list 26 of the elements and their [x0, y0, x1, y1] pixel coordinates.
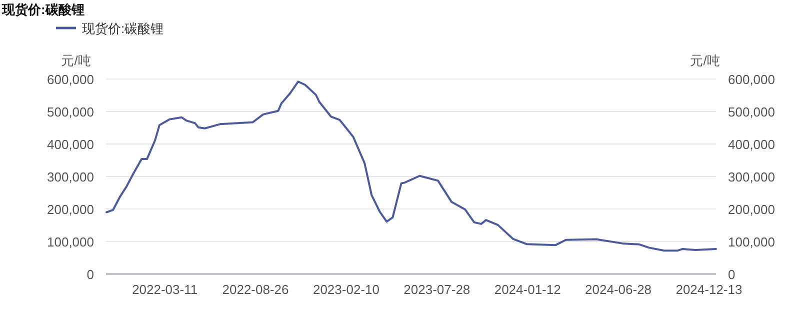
y2-tick-label: 300,000 — [728, 170, 775, 184]
y-tick-label: 400,000 — [47, 137, 94, 152]
y2-tick-label: 400,000 — [728, 137, 775, 152]
y2-tick-label: 200,000 — [728, 202, 775, 217]
y-tick-label: 0 — [86, 267, 94, 282]
y-axis-title: 元/吨 — [61, 53, 91, 68]
y2-tick-label: 0 — [728, 267, 736, 282]
y-tick-label: 500,000 — [47, 104, 94, 120]
y2-tick-label: 100,000 — [728, 234, 775, 250]
legend-label: 现货价:碳酸锂 — [82, 21, 164, 36]
x-tick-label: 2024-12-13 — [676, 282, 742, 297]
y2-tick-label: 500,000 — [728, 104, 775, 120]
x-tick-label: 2024-01-12 — [494, 282, 561, 297]
chart-title: 现货价:碳酸锂 — [1, 2, 84, 17]
y-tick-label: 200,000 — [47, 202, 94, 217]
x-tick-label: 2022-03-11 — [132, 282, 198, 297]
y2-tick-label: 600,000 — [728, 72, 775, 87]
y2-axis-title: 元/吨 — [690, 53, 720, 68]
x-tick-label: 2022-08-26 — [222, 282, 289, 297]
x-tick-label: 2023-02-10 — [312, 282, 380, 297]
line-series — [106, 80, 717, 252]
x-tick-label: 2024-06-28 — [585, 282, 652, 297]
y-tick-label: 100,000 — [47, 234, 94, 250]
y-tick-label: 600,000 — [47, 72, 94, 87]
y-tick-label: 300,000 — [47, 170, 94, 184]
x-tick-label: 2023-07-28 — [404, 282, 470, 297]
